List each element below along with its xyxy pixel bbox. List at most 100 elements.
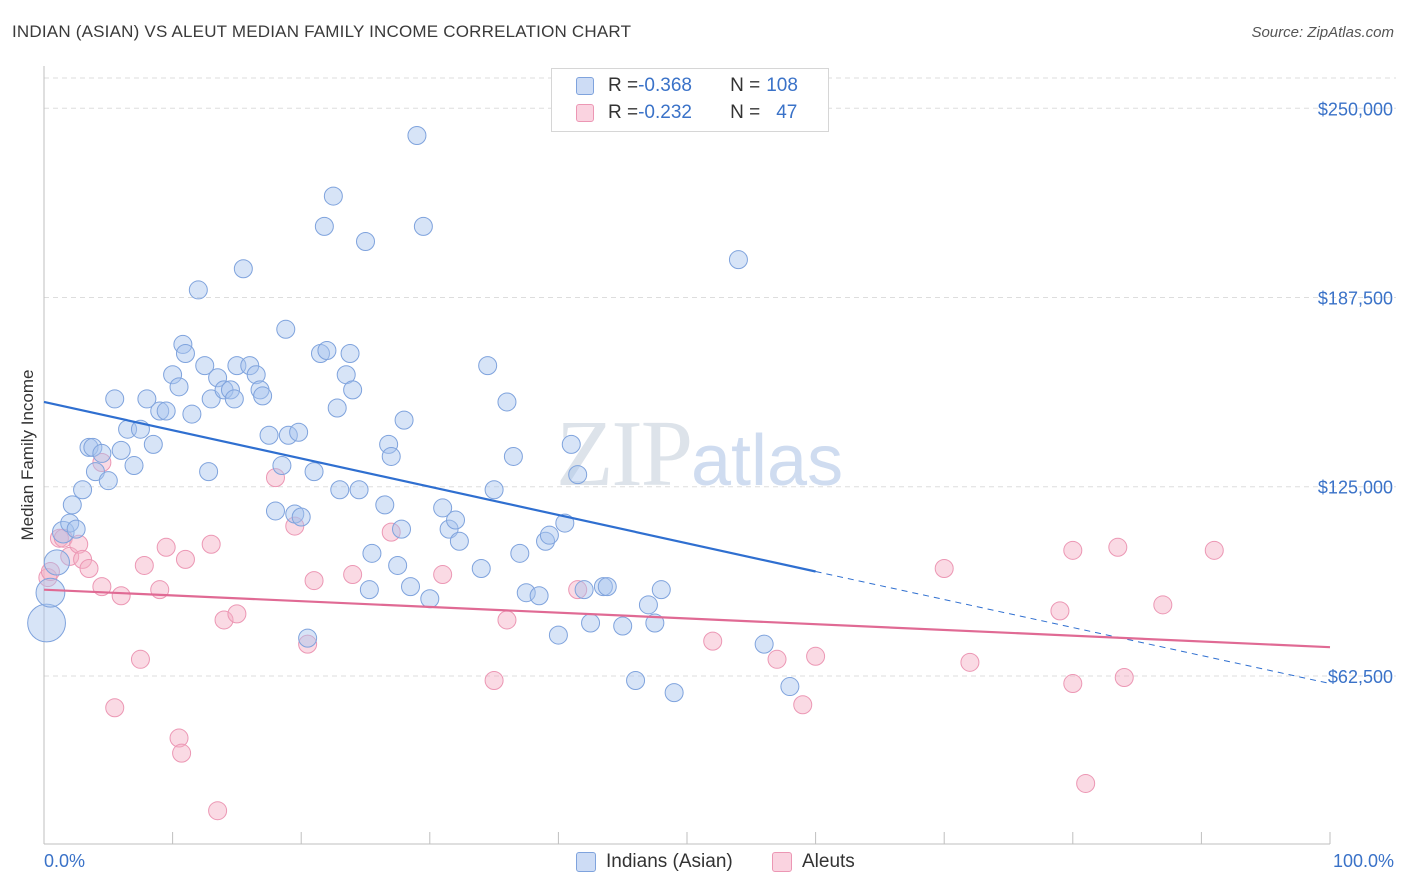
bottom-legend-swatch-aleuts	[772, 852, 792, 872]
data-point-aleuts	[1108, 537, 1128, 557]
data-point-indians	[420, 589, 440, 609]
data-point-indians	[446, 510, 466, 530]
data-point-indians	[597, 577, 617, 597]
data-point-indians	[253, 386, 273, 406]
data-point-aleuts	[1153, 595, 1173, 615]
data-point-indians	[224, 389, 244, 409]
data-point-indians	[478, 356, 498, 376]
data-point-aleuts	[227, 604, 247, 624]
data-point-indians	[561, 434, 581, 454]
data-point-indians	[105, 389, 125, 409]
bottom-legend-label: Aleuts	[802, 851, 855, 872]
data-point-indians	[484, 480, 504, 500]
data-point-aleuts	[265, 468, 285, 488]
data-point-aleuts	[568, 580, 588, 600]
legend-row-aleuts: R = -0.232 N = 47	[576, 100, 797, 126]
data-point-indians	[35, 577, 66, 608]
data-point-indians	[150, 401, 170, 421]
data-point-aleuts	[134, 555, 154, 575]
data-point-aleuts	[1063, 674, 1083, 694]
data-point-indians	[651, 580, 671, 600]
data-point-indians	[201, 389, 221, 409]
data-point-indians	[664, 683, 684, 703]
data-point-indians	[291, 507, 311, 527]
stats-legend: R = -0.368 N = 108 R = -0.232 N = 47	[551, 68, 829, 132]
data-point-aleuts	[433, 565, 453, 585]
data-point-aleuts	[298, 634, 318, 654]
data-point-indians	[568, 465, 588, 485]
data-point-indians	[317, 340, 337, 360]
data-point-indians	[111, 440, 131, 460]
data-point-aleuts	[1204, 540, 1224, 560]
data-point-indians	[298, 628, 318, 648]
data-point-indians	[143, 434, 163, 454]
data-point-indians	[156, 401, 176, 421]
data-point-indians	[98, 471, 118, 491]
data-point-indians	[272, 456, 292, 476]
data-point-aleuts	[767, 649, 787, 669]
data-point-indians	[548, 625, 568, 645]
data-point-aleuts	[156, 537, 176, 557]
data-point-indians	[529, 586, 549, 606]
data-point-indians	[124, 456, 144, 476]
data-point-indians	[220, 380, 240, 400]
data-point-indians	[66, 519, 86, 539]
y-tick-label: $250,000	[1318, 99, 1393, 119]
data-point-indians	[539, 525, 559, 545]
data-point-indians	[163, 365, 183, 385]
legend-n-value: 108	[766, 75, 798, 96]
data-point-indians	[314, 216, 334, 236]
data-point-aleuts	[343, 565, 363, 585]
data-point-indians	[246, 365, 266, 385]
data-point-indians	[497, 392, 517, 412]
data-point-indians	[362, 543, 382, 563]
legend-row-indians: R = -0.368 N = 108	[576, 73, 798, 99]
x-tick-label-min: 0.0%	[44, 851, 86, 871]
data-point-aleuts	[69, 534, 89, 554]
data-point-indians	[754, 634, 774, 654]
data-point-aleuts	[304, 571, 324, 591]
data-point-aleuts	[172, 743, 192, 763]
data-point-indians	[381, 446, 401, 466]
data-point-indians	[471, 558, 491, 578]
data-point-aleuts	[105, 698, 125, 718]
data-point-indians	[638, 595, 658, 615]
data-point-indians	[233, 259, 253, 279]
data-point-indians	[407, 126, 427, 146]
data-point-indians	[413, 216, 433, 236]
data-point-indians	[503, 446, 523, 466]
data-point-indians	[780, 677, 800, 697]
y-tick-label: $62,500	[1328, 667, 1393, 687]
legend-r-label: R =	[608, 102, 639, 123]
data-point-aleuts	[1050, 601, 1070, 621]
data-point-indians	[182, 404, 202, 424]
data-point-indians	[401, 577, 421, 597]
legend-n-value: 47	[776, 102, 798, 123]
trend-line-indians	[43, 400, 816, 573]
data-point-indians	[195, 356, 215, 376]
data-point-indians	[728, 250, 748, 270]
data-point-aleuts	[497, 610, 517, 630]
data-point-aleuts	[1063, 540, 1083, 560]
data-point-indians	[574, 580, 594, 600]
data-point-aleuts	[806, 646, 826, 666]
data-point-aleuts	[703, 631, 723, 651]
bottom-legend-swatch-indians	[576, 852, 596, 872]
watermark: ZIPatlas	[556, 402, 844, 506]
data-point-aleuts	[40, 562, 60, 582]
data-point-indians	[626, 671, 646, 691]
source-note: Source: ZipAtlas.com	[1251, 24, 1394, 41]
data-point-indians	[645, 613, 665, 633]
chart-title: INDIAN (ASIAN) VS ALEUT MEDIAN FAMILY IN…	[12, 22, 632, 41]
y-tick-label: $187,500	[1318, 289, 1393, 309]
data-point-indians	[265, 501, 285, 521]
data-point-indians	[259, 425, 279, 445]
data-point-indians	[73, 480, 93, 500]
data-point-aleuts	[934, 558, 954, 578]
y-axis-title: Median Family Income	[18, 369, 37, 541]
data-point-aleuts	[793, 695, 813, 715]
data-point-indians	[304, 462, 324, 482]
data-point-indians	[359, 580, 379, 600]
legend-n-label: N =	[730, 102, 761, 123]
